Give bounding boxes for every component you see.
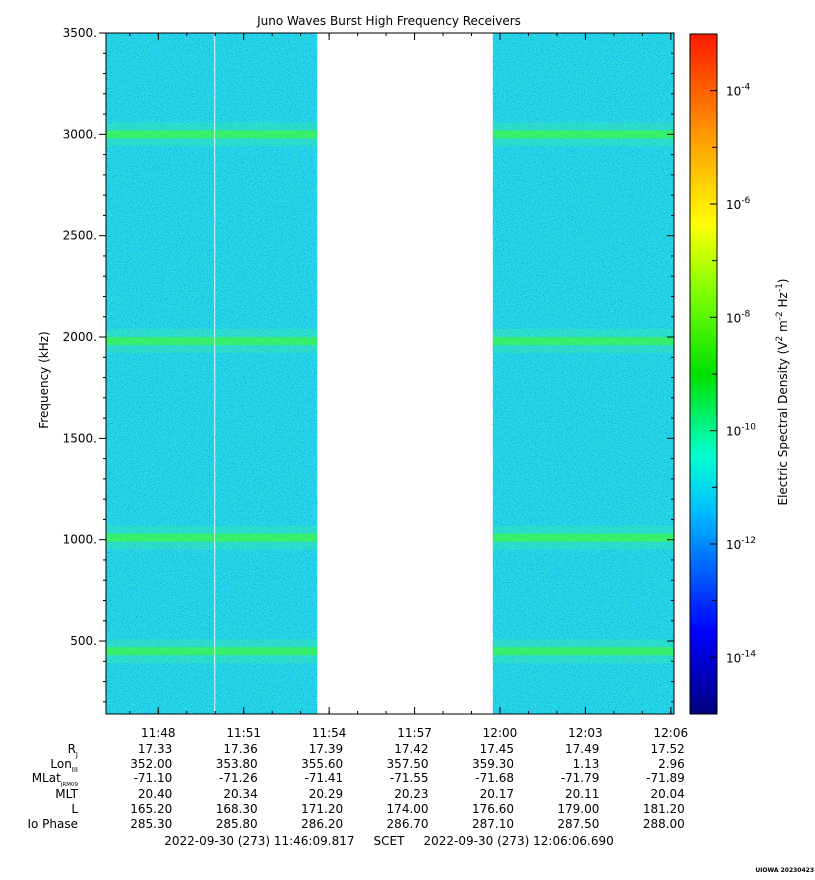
- colorbar-label: Electric Spectral Density (V2 m-2 Hz-1): [775, 278, 790, 505]
- footer-stamp: UIOWA 20230423: [755, 867, 814, 874]
- ephemeris-value: -71.68: [475, 771, 514, 785]
- ephemeris-value: -71.79: [561, 771, 600, 785]
- ephemeris-value: 17.33: [138, 742, 172, 756]
- ephemeris-value: 287.50: [557, 817, 599, 831]
- emission-band: [215, 533, 318, 542]
- y-tick-label: 1000.: [63, 533, 97, 547]
- ephemeris-value: 20.40: [138, 787, 172, 801]
- colorbar-tick-label: 10-10: [726, 423, 756, 439]
- noise-texture: [106, 33, 215, 714]
- ephemeris-value: 179.00: [557, 802, 599, 816]
- ephemeris-value: 20.34: [223, 787, 257, 801]
- y-tick-label: 2500.: [63, 229, 97, 243]
- emission-band: [492, 337, 674, 346]
- spectrogram-plot: [106, 33, 674, 714]
- ephemeris-value: 171.20: [301, 802, 343, 816]
- emission-band: [492, 130, 674, 139]
- chart-title: Juno Waves Burst High Frequency Receiver…: [256, 14, 521, 28]
- x-tick-label: 11:51: [226, 726, 261, 740]
- ephemeris-value: 2.96: [658, 757, 685, 771]
- ephemeris-value: 174.00: [387, 802, 429, 816]
- plot-frame: [105, 32, 675, 715]
- emission-band: [106, 533, 215, 542]
- noise-texture: [492, 33, 674, 714]
- ephemeris-row-label: Io Phase: [27, 817, 78, 831]
- ephemeris-value: 176.60: [472, 802, 514, 816]
- ephemeris-row-label: MLatJRM09: [32, 771, 79, 788]
- ephemeris-value: 181.20: [643, 802, 685, 816]
- ephemeris-value: 288.00: [643, 817, 685, 831]
- ephemeris-value: 17.45: [480, 742, 514, 756]
- ephemeris-value: 359.30: [472, 757, 514, 771]
- emission-band: [106, 130, 215, 139]
- ephemeris-value: 168.30: [216, 802, 258, 816]
- y-tick-label: 500.: [70, 634, 97, 648]
- y-tick-label: 3000.: [63, 127, 97, 141]
- ephemeris-value: -71.41: [304, 771, 343, 785]
- ephemeris-value: -71.26: [219, 771, 258, 785]
- ephemeris-value: -71.55: [390, 771, 429, 785]
- time-range-caption: 2022-09-30 (273) 11:46:09.817 SCET 2022-…: [164, 834, 614, 848]
- ephemeris-value: 17.52: [650, 742, 684, 756]
- ephemeris-row-label: MLT: [55, 787, 78, 801]
- y-tick-label: 2000.: [63, 330, 97, 344]
- axes: 500. 1000. 1500. 2000. 2500. 3000. 3500. 11:48 1…: [63, 26, 688, 740]
- ephemeris-value: 352.00: [130, 757, 172, 771]
- emission-band: [492, 533, 674, 542]
- ephemeris-value: 17.49: [565, 742, 599, 756]
- x-tick-label: 12:03: [568, 726, 603, 740]
- emission-band: [215, 130, 318, 139]
- ephemeris-value: 357.50: [387, 757, 429, 771]
- colorbar-tick-label: 10-8: [726, 309, 751, 325]
- colorbar-tick-label: 10-4: [726, 83, 751, 99]
- ephemeris-value: 285.80: [216, 817, 258, 831]
- colorbar-tick-label: 10-6: [726, 196, 751, 212]
- ephemeris-value: 355.60: [301, 757, 343, 771]
- ephemeris-value: 17.42: [394, 742, 428, 756]
- ephemeris-value: 353.80: [216, 757, 258, 771]
- ephemeris-value: 17.36: [223, 742, 257, 756]
- ephemeris-value: 285.30: [130, 817, 172, 831]
- ephemeris-value: -71.10: [134, 771, 173, 785]
- emission-band: [215, 337, 318, 346]
- x-tick-label: 11:54: [312, 726, 347, 740]
- y-tick-label: 3500.: [63, 26, 97, 40]
- colorbar-tick-label: 10-14: [726, 649, 756, 665]
- x-tick-label: 11:48: [141, 726, 176, 740]
- ephemeris-row-label: LonIII: [50, 757, 78, 774]
- emission-band: [215, 647, 318, 656]
- ephemeris-value: 286.20: [301, 817, 343, 831]
- ephemeris-value: 165.20: [130, 802, 172, 816]
- x-tick-label: 11:57: [397, 726, 432, 740]
- x-tick-label: 12:06: [654, 726, 689, 740]
- emission-band: [106, 647, 215, 656]
- emission-band: [106, 337, 215, 346]
- ephemeris-value: 20.11: [565, 787, 599, 801]
- colorbar-tick-label: 10-12: [726, 536, 756, 552]
- emission-band: [492, 647, 674, 656]
- y-tick-label: 1500.: [63, 431, 97, 445]
- y-axis-label: Frequency (kHz): [37, 331, 51, 428]
- ephemeris-table: RJ 17.33 17.36 17.39 17.42 17.45 17.49 17.52 Lon…: [27, 742, 684, 831]
- ephemeris-value: 286.70: [387, 817, 429, 831]
- ephemeris-value: 1.13: [573, 757, 600, 771]
- ephemeris-value: 20.04: [650, 787, 684, 801]
- ephemeris-value: 287.10: [472, 817, 514, 831]
- ephemeris-value: -71.89: [646, 771, 685, 785]
- ephemeris-value: 20.17: [480, 787, 514, 801]
- ephemeris-value: 20.23: [394, 787, 428, 801]
- ephemeris-value: 17.39: [309, 742, 343, 756]
- colorbar-axis: 10-4 10-6 10-8 10-10 10-12 10-14: [710, 83, 756, 715]
- x-tick-label: 12:00: [483, 726, 518, 740]
- ephemeris-row-label: RJ: [68, 742, 78, 759]
- noise-texture: [215, 33, 318, 714]
- ephemeris-row-label: L: [71, 802, 78, 816]
- ephemeris-value: 20.29: [309, 787, 343, 801]
